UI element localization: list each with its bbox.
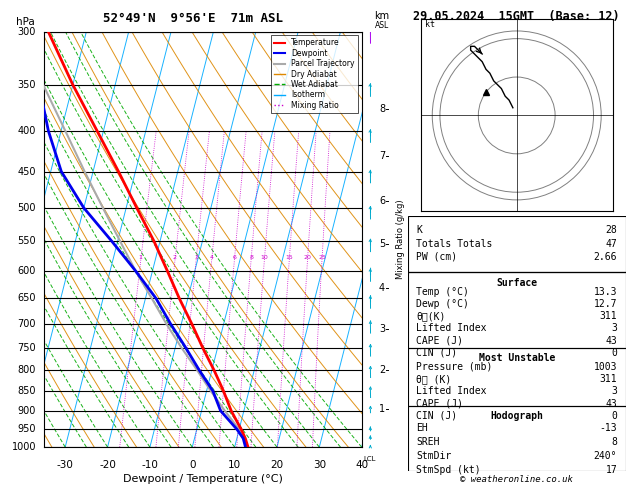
Text: 400: 400 [18, 126, 36, 136]
Text: 5: 5 [379, 239, 385, 249]
Text: km: km [374, 11, 390, 21]
Text: 450: 450 [18, 167, 36, 176]
Text: CIN (J): CIN (J) [416, 411, 457, 421]
Text: LCL: LCL [364, 456, 376, 463]
Text: CAPE (J): CAPE (J) [416, 399, 464, 409]
Text: CAPE (J): CAPE (J) [416, 335, 464, 346]
Text: 2.66: 2.66 [594, 252, 617, 262]
Text: 10: 10 [260, 255, 268, 260]
Text: 1000: 1000 [11, 442, 36, 452]
Text: 350: 350 [18, 80, 36, 90]
Text: -13: -13 [599, 423, 617, 433]
Text: 0: 0 [189, 460, 196, 470]
Text: Pressure (mb): Pressure (mb) [416, 362, 493, 372]
Text: 47: 47 [605, 239, 617, 248]
Text: 600: 600 [18, 266, 36, 276]
Text: 4: 4 [379, 283, 385, 293]
Text: 311: 311 [599, 374, 617, 384]
Text: StmDir: StmDir [416, 451, 452, 461]
Text: Temp (°C): Temp (°C) [416, 287, 469, 296]
Text: 750: 750 [18, 343, 36, 353]
Text: 25: 25 [318, 255, 326, 260]
Bar [408, 406, 626, 471]
Text: θᴄ (K): θᴄ (K) [416, 374, 452, 384]
Text: 240°: 240° [594, 451, 617, 461]
Text: 1: 1 [139, 255, 143, 260]
Text: Lifted Index: Lifted Index [416, 386, 487, 396]
Text: 300: 300 [18, 27, 36, 36]
Text: 15: 15 [286, 255, 293, 260]
Text: 2: 2 [173, 255, 177, 260]
Text: 3: 3 [194, 255, 198, 260]
Text: 8: 8 [611, 437, 617, 447]
Text: 3: 3 [379, 324, 385, 334]
Text: K: K [416, 226, 422, 235]
Text: Totals Totals: Totals Totals [416, 239, 493, 248]
Legend: Temperature, Dewpoint, Parcel Trajectory, Dry Adiabat, Wet Adiabat, Isotherm, Mi: Temperature, Dewpoint, Parcel Trajectory… [270, 35, 358, 113]
Text: 0: 0 [611, 348, 617, 358]
Text: 12.7: 12.7 [594, 299, 617, 309]
Text: Dewpoint / Temperature (°C): Dewpoint / Temperature (°C) [123, 474, 283, 484]
Text: 311: 311 [599, 311, 617, 321]
Text: hPa: hPa [16, 17, 35, 27]
Text: 29.05.2024  15GMT  (Base: 12): 29.05.2024 15GMT (Base: 12) [413, 10, 620, 23]
Text: ASL: ASL [375, 20, 389, 30]
Text: Lifted Index: Lifted Index [416, 323, 487, 333]
Text: 900: 900 [18, 406, 36, 416]
Text: © weatheronline.co.uk: © weatheronline.co.uk [460, 474, 573, 484]
Text: 2: 2 [379, 365, 385, 375]
Text: 30: 30 [313, 460, 326, 470]
Text: 6: 6 [379, 196, 385, 206]
Text: -30: -30 [57, 460, 74, 470]
Text: 13.3: 13.3 [594, 287, 617, 296]
Text: 20: 20 [304, 255, 311, 260]
Text: 10: 10 [228, 460, 241, 470]
Text: 17: 17 [605, 465, 617, 475]
Text: SREH: SREH [416, 437, 440, 447]
Bar [408, 347, 626, 406]
Text: Mixing Ratio (g/kg): Mixing Ratio (g/kg) [396, 200, 405, 279]
Text: 6: 6 [233, 255, 237, 260]
Text: 8: 8 [379, 104, 385, 114]
Text: 0: 0 [611, 411, 617, 421]
Text: 4: 4 [209, 255, 214, 260]
Text: 20: 20 [270, 460, 284, 470]
Text: 52°49'N  9°56'E  71m ASL: 52°49'N 9°56'E 71m ASL [103, 12, 283, 25]
Text: 950: 950 [18, 424, 36, 434]
Text: 1: 1 [379, 404, 385, 414]
Text: 43: 43 [605, 335, 617, 346]
Text: 3: 3 [611, 323, 617, 333]
Text: EH: EH [416, 423, 428, 433]
Text: 850: 850 [18, 386, 36, 396]
Text: 28: 28 [605, 226, 617, 235]
Text: 700: 700 [18, 319, 36, 329]
Text: 550: 550 [18, 236, 36, 246]
Text: 650: 650 [18, 294, 36, 303]
Text: 43: 43 [605, 399, 617, 409]
Bar [408, 272, 626, 347]
Text: θᴄ(K): θᴄ(K) [416, 311, 446, 321]
Text: 1003: 1003 [594, 362, 617, 372]
Text: -20: -20 [99, 460, 116, 470]
Text: 8: 8 [249, 255, 253, 260]
Text: Surface: Surface [496, 278, 537, 288]
Text: 3: 3 [611, 386, 617, 396]
Text: Most Unstable: Most Unstable [479, 353, 555, 363]
Text: 7: 7 [379, 151, 385, 161]
Text: kt: kt [425, 20, 435, 29]
Bar [408, 216, 626, 272]
Text: -10: -10 [142, 460, 159, 470]
Text: CIN (J): CIN (J) [416, 348, 457, 358]
Text: Hodograph: Hodograph [490, 412, 543, 421]
Text: StmSpd (kt): StmSpd (kt) [416, 465, 481, 475]
Text: 500: 500 [18, 203, 36, 213]
Text: PW (cm): PW (cm) [416, 252, 457, 262]
Text: 800: 800 [18, 365, 36, 375]
Text: Dewp (°C): Dewp (°C) [416, 299, 469, 309]
Text: 40: 40 [355, 460, 368, 470]
